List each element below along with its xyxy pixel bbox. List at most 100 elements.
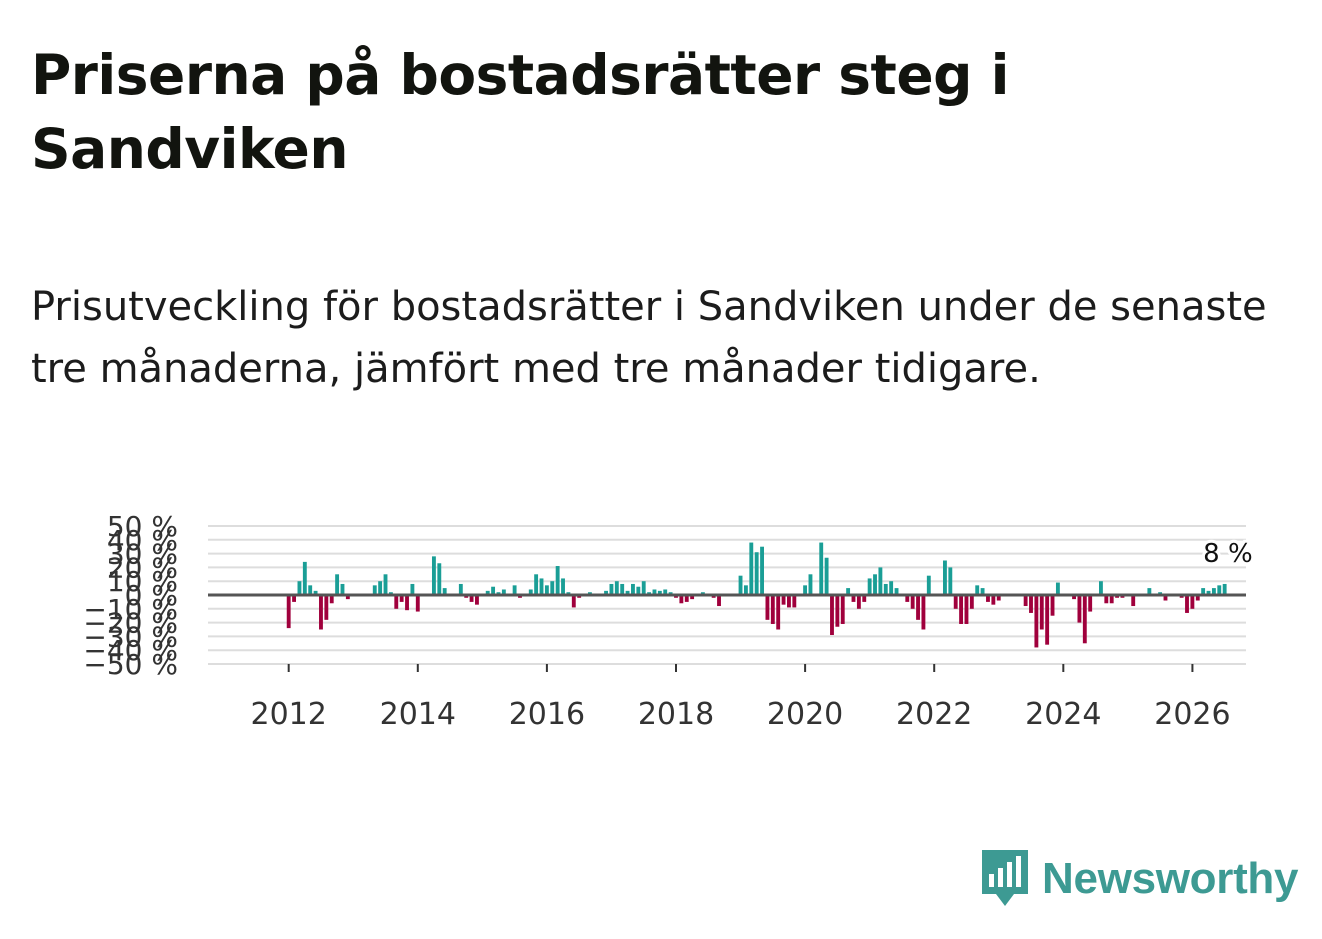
bar — [1104, 595, 1109, 604]
bar — [1190, 595, 1195, 609]
bar — [1050, 595, 1055, 616]
bar — [808, 574, 813, 595]
bar — [394, 595, 399, 609]
bar — [405, 595, 409, 611]
bar — [340, 583, 345, 595]
bar — [943, 560, 947, 595]
y-tick-label: 10 % — [107, 565, 178, 598]
bar — [399, 595, 404, 602]
bar — [770, 595, 775, 624]
bar — [614, 581, 619, 595]
bar — [1029, 595, 1033, 613]
x-tick-label: 2020 — [767, 697, 843, 732]
bar — [1034, 595, 1039, 648]
bar — [501, 589, 506, 595]
y-tick-label: 40 % — [107, 524, 178, 557]
y-tick-label: 30 % — [107, 538, 178, 571]
bar — [1163, 595, 1168, 601]
bar — [776, 595, 781, 630]
chart-title: Priserna på bostadsrätter steg i Sandvik… — [31, 43, 1010, 181]
bar — [1099, 581, 1103, 595]
y-tick-label: 20 % — [107, 551, 178, 584]
bar — [657, 590, 662, 595]
bar — [313, 590, 318, 595]
bar — [604, 590, 608, 595]
bar — [781, 595, 786, 605]
bar — [1039, 595, 1044, 630]
bar — [760, 546, 764, 595]
bar — [491, 586, 496, 595]
bar — [329, 595, 334, 604]
bar — [1206, 590, 1211, 595]
y-tick-label: −20 % — [83, 607, 178, 640]
bar — [652, 589, 657, 595]
bar — [738, 575, 743, 595]
bar — [991, 595, 996, 605]
bar — [743, 585, 748, 595]
bar — [851, 595, 856, 602]
bar — [415, 595, 420, 612]
bar — [867, 578, 872, 595]
bar — [916, 595, 920, 620]
x-tick-label: 2022 — [896, 697, 972, 732]
bar — [953, 595, 958, 609]
bar — [964, 595, 969, 624]
bar — [410, 583, 415, 595]
bar — [1131, 595, 1136, 607]
y-tick-label: 0 % — [125, 579, 178, 612]
bar — [840, 595, 845, 624]
x-tick-label: 2014 — [380, 697, 456, 732]
bar — [1055, 582, 1060, 595]
bar — [894, 588, 899, 595]
bar-chart: 50 %40 %30 %20 %10 %0 %−10 %−20 %−30 %−4… — [83, 510, 1256, 732]
last-value-label: 8 % — [1203, 539, 1253, 569]
x-tick-label: 2018 — [638, 697, 714, 732]
bar — [625, 590, 630, 595]
bar — [996, 595, 1001, 601]
bar — [663, 589, 668, 595]
bar — [512, 585, 517, 595]
bar — [442, 588, 447, 595]
brand-name: Newsworthy — [1042, 854, 1299, 903]
bar — [1147, 588, 1152, 595]
bar — [878, 567, 883, 595]
bar — [437, 563, 442, 595]
bar — [824, 557, 829, 595]
y-axis-ticks: 50 %40 %30 %20 %10 %0 %−10 %−20 %−30 %−4… — [83, 510, 178, 681]
bar — [431, 556, 436, 595]
bar — [754, 552, 759, 595]
x-tick-label: 2012 — [251, 697, 327, 732]
bar — [561, 578, 565, 595]
bar — [684, 595, 689, 602]
bar — [717, 595, 721, 607]
bar — [1045, 595, 1050, 645]
bar — [803, 585, 808, 595]
chart-subtitle: Prisutveckling för bostadsrätter i Sandv… — [31, 284, 1267, 392]
bar — [319, 595, 323, 630]
bar — [1195, 595, 1200, 601]
bar-chart-speech-bubble-icon — [982, 850, 1028, 906]
bar — [862, 595, 867, 602]
y-tick-label: −30 % — [83, 620, 178, 653]
bar — [926, 575, 931, 595]
bar — [528, 589, 533, 595]
bar — [1217, 585, 1222, 595]
bar — [475, 595, 479, 605]
bar — [286, 595, 291, 629]
bar — [889, 581, 894, 595]
bar — [765, 595, 770, 620]
bar — [980, 588, 985, 595]
bar — [335, 574, 340, 595]
bar — [1222, 583, 1227, 595]
bar — [1077, 595, 1082, 623]
bar — [324, 595, 329, 620]
bar — [534, 574, 539, 595]
bar — [636, 586, 641, 595]
bar — [292, 595, 296, 602]
bar — [1082, 595, 1087, 644]
bar — [975, 585, 980, 595]
bar — [959, 595, 964, 624]
annotations: 8 % — [1200, 536, 1256, 572]
y-tick-label: −40 % — [83, 634, 178, 667]
bar — [631, 583, 635, 595]
